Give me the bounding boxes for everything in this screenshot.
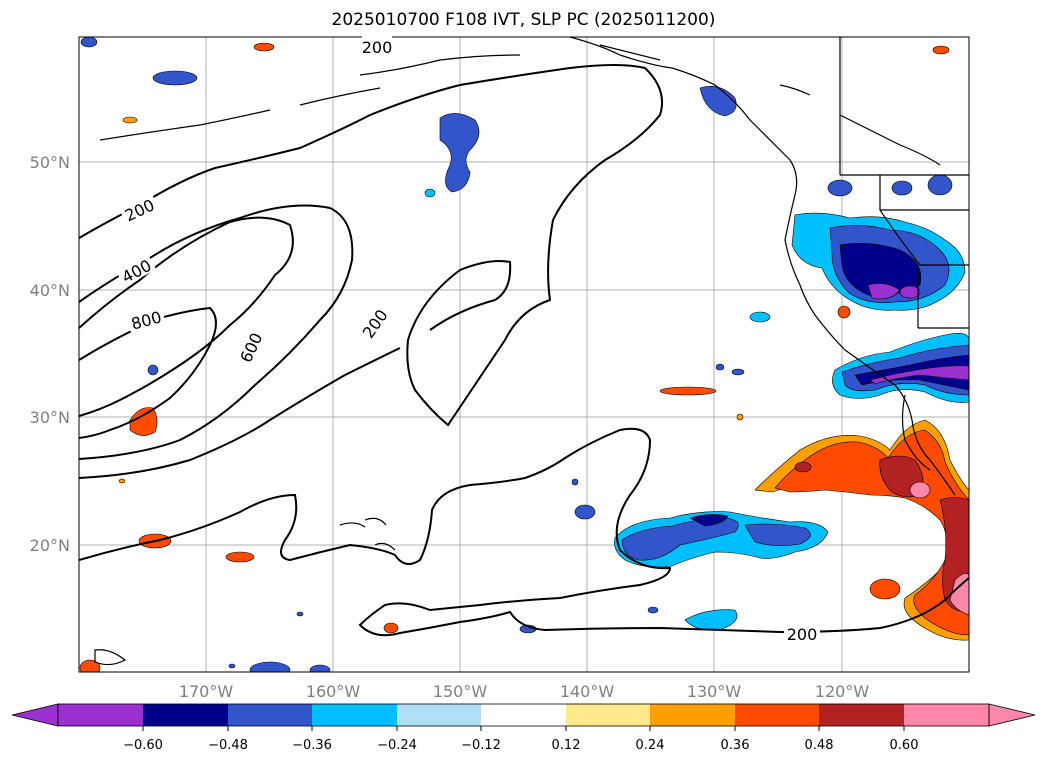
colorbar-segment bbox=[904, 704, 989, 726]
colorbar-segment bbox=[228, 704, 312, 726]
colorbar-max-extend bbox=[988, 703, 1036, 727]
colorbar-tick: −0.48 bbox=[208, 738, 248, 753]
colorbar-tick: 0.36 bbox=[721, 738, 750, 753]
colorbar-tick: −0.12 bbox=[461, 738, 501, 753]
lon-label: 160°W bbox=[306, 682, 361, 701]
longitude-labels: 170°W 160°W 150°W 140°W 130°W 120°W bbox=[179, 682, 870, 701]
positive-ivt-regions bbox=[79, 42, 969, 672]
lat-label: 40°N bbox=[30, 281, 70, 300]
lat-label: 20°N bbox=[30, 536, 70, 555]
colorbar-tick: −0.60 bbox=[123, 738, 163, 753]
lon-label: 130°W bbox=[687, 682, 742, 701]
colorbar-tick: 0.12 bbox=[552, 738, 581, 753]
contour-label: 200 bbox=[787, 625, 818, 644]
colorbar-segment bbox=[735, 704, 819, 726]
negative-ivt-regions bbox=[80, 37, 969, 672]
colorbar-tick: −0.36 bbox=[292, 738, 332, 753]
colorbar-segment bbox=[397, 704, 481, 726]
lon-label: 150°W bbox=[433, 682, 488, 701]
lat-label: 50°N bbox=[30, 153, 70, 172]
colorbar-segment bbox=[58, 704, 143, 726]
map-frame bbox=[78, 36, 970, 673]
colorbar-segment bbox=[481, 704, 566, 726]
contour-label: 200 bbox=[362, 38, 393, 57]
chart-title: 2025010700 F108 IVT, SLP PC (2025011200) bbox=[331, 10, 716, 30]
colorbar-segment bbox=[143, 704, 228, 726]
colorbar-tick: 0.48 bbox=[805, 738, 834, 753]
colorbar-segment bbox=[566, 704, 650, 726]
lat-label: 30°N bbox=[30, 408, 70, 427]
colorbar-tick: 0.60 bbox=[890, 738, 919, 753]
colorbar: −0.60 −0.48 −0.36 −0.24 −0.12 0.12 0.24 … bbox=[11, 703, 1036, 753]
lon-label: 120°W bbox=[815, 682, 870, 701]
colorbar-tick: 0.24 bbox=[636, 738, 665, 753]
coastlines bbox=[94, 37, 969, 666]
colorbar-tick: −0.24 bbox=[377, 738, 417, 753]
lon-label: 170°W bbox=[179, 682, 234, 701]
latitude-labels: 50°N 40°N 30°N 20°N bbox=[30, 153, 70, 555]
colorbar-segment bbox=[650, 704, 735, 726]
colorbar-segment bbox=[819, 704, 904, 726]
colorbar-segment bbox=[312, 704, 397, 726]
colorbar-min-extend bbox=[11, 703, 59, 727]
lon-label: 140°W bbox=[560, 682, 615, 701]
map-area bbox=[79, 37, 969, 672]
